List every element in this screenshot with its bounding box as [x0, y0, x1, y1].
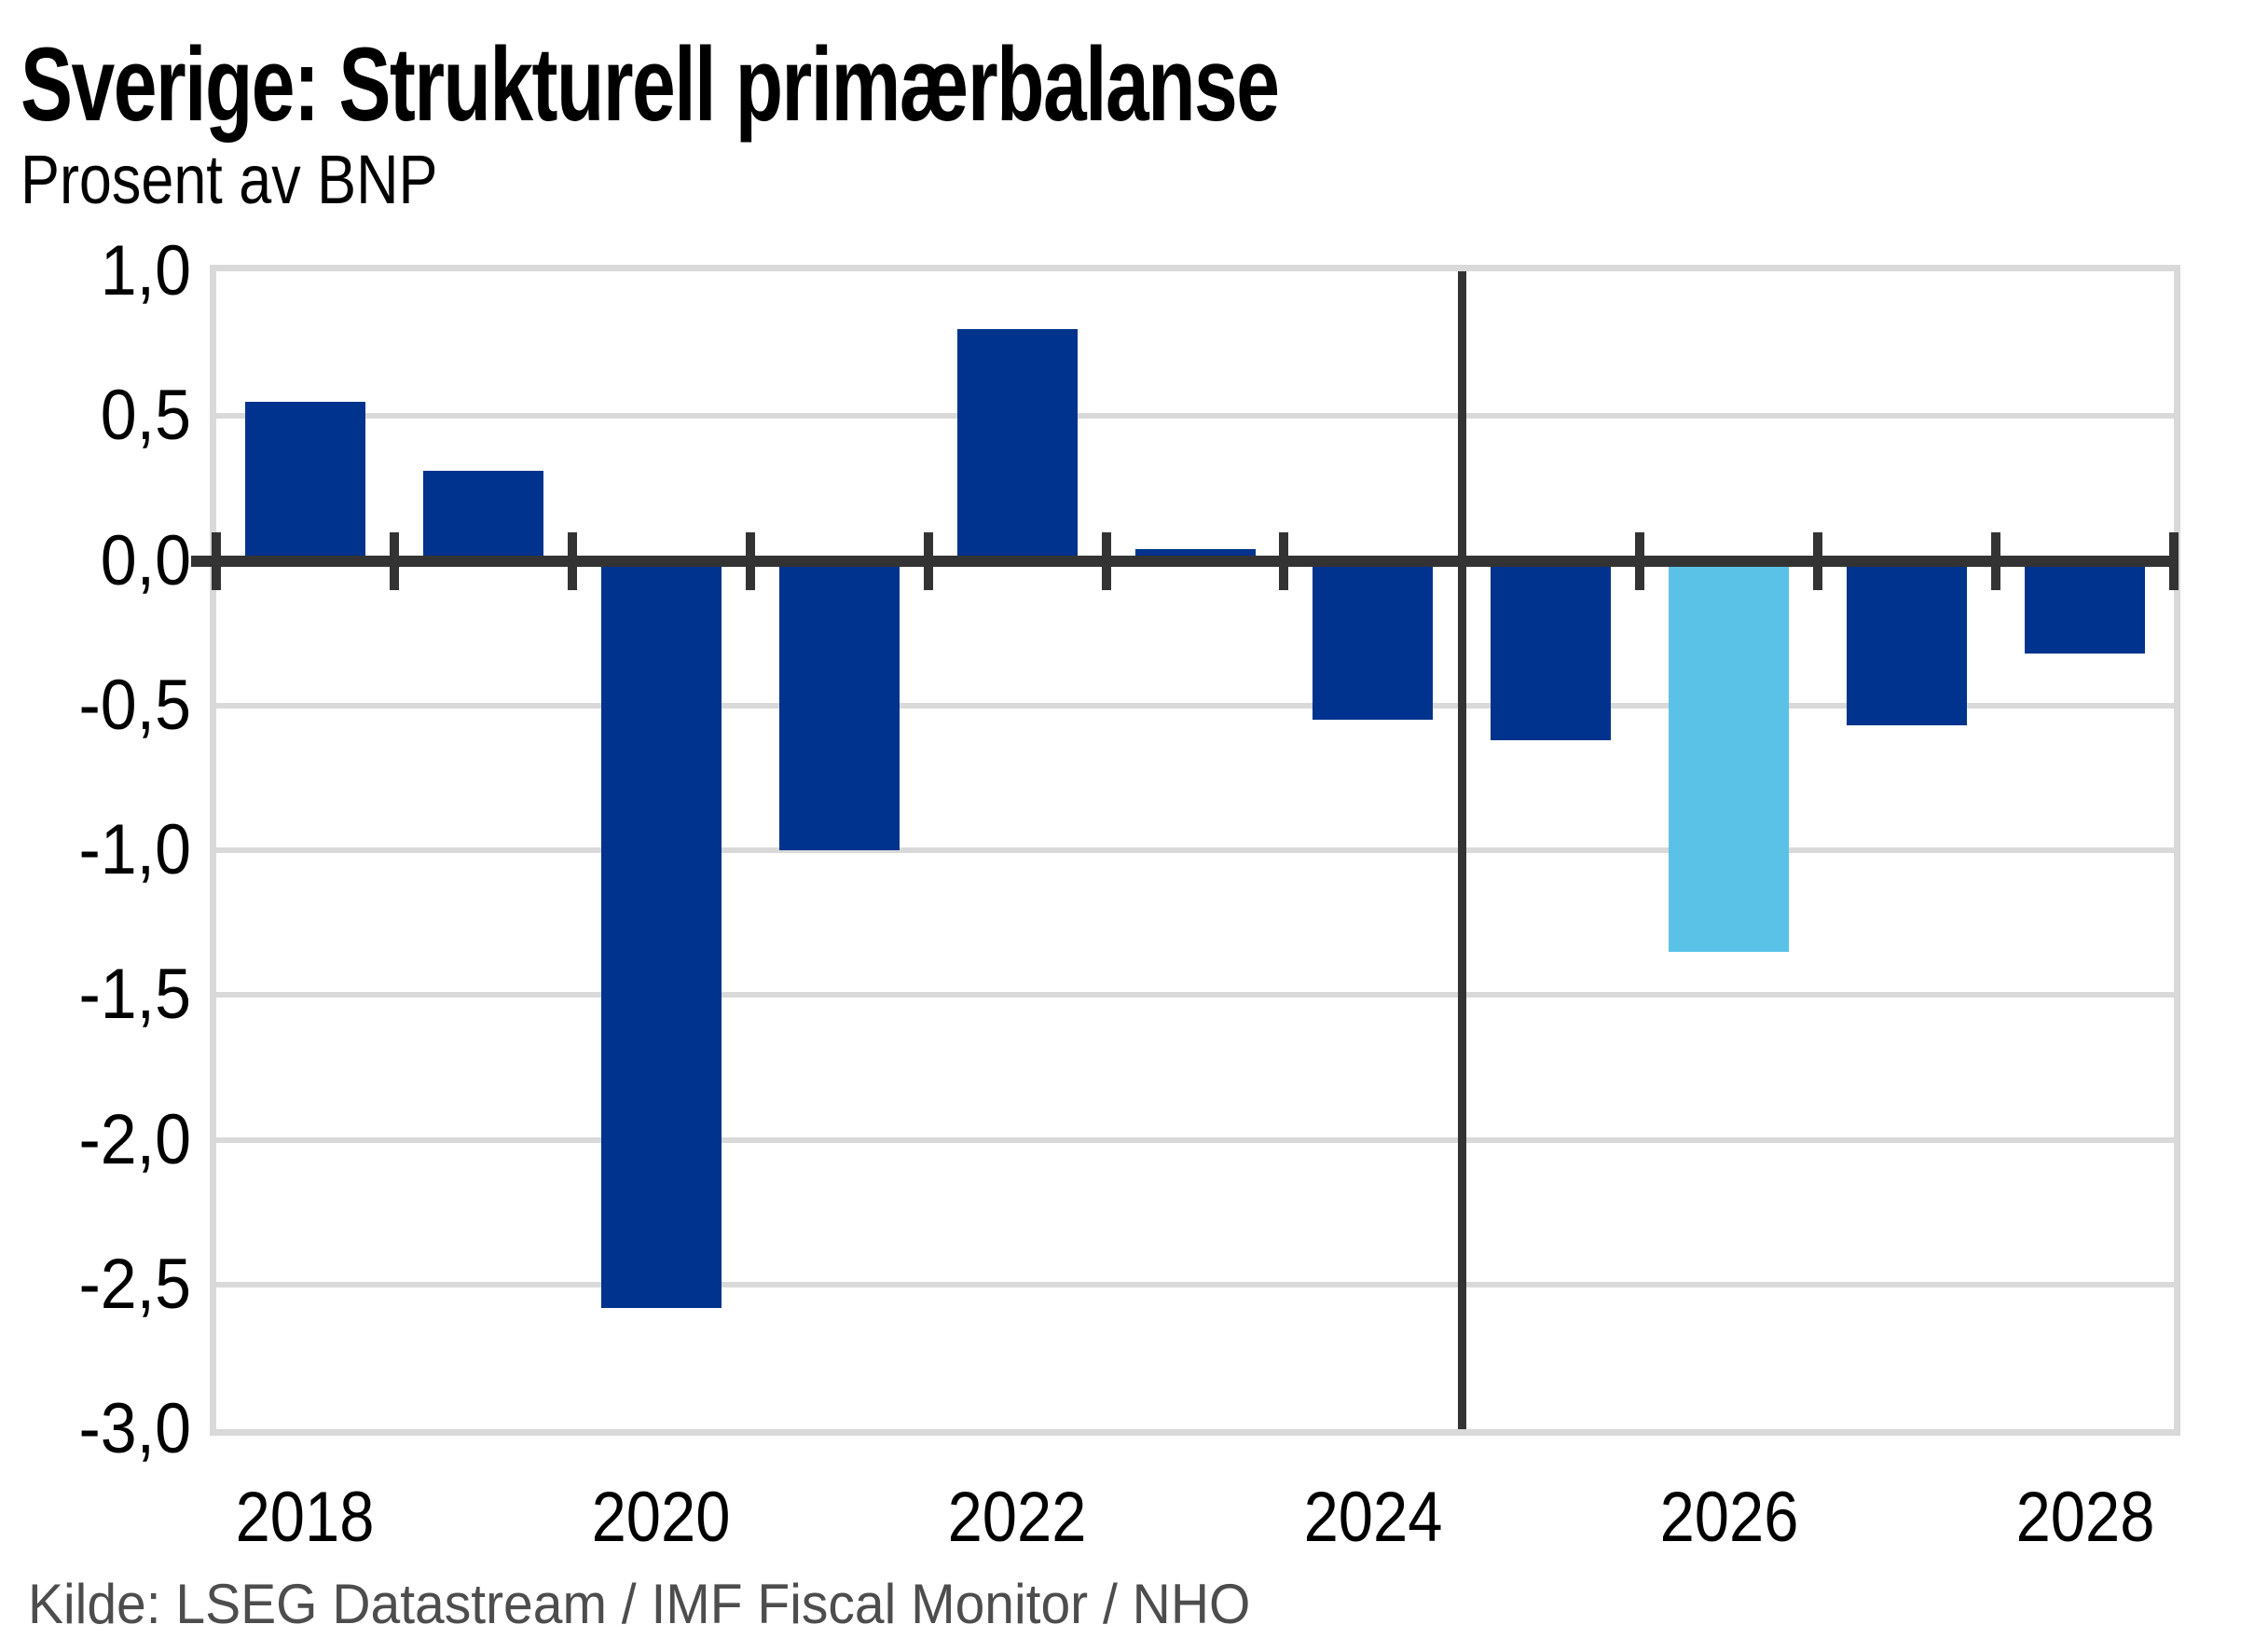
gridline	[216, 413, 2174, 420]
bar-2026	[1669, 560, 1790, 952]
y-axis-label: -1,5	[78, 955, 191, 1035]
x-axis-label: 2024	[1303, 1478, 1443, 1557]
y-axis-label: 0,5	[100, 376, 191, 456]
y-axis-label: 1,0	[100, 231, 191, 310]
y-axis-label: -3,0	[78, 1389, 191, 1468]
x-axis-tick	[2169, 531, 2179, 590]
chart-title: Sverige: Strukturell primærbalanse	[21, 26, 1280, 143]
y-axis-label: -0,5	[78, 665, 191, 745]
zero-axis-line	[191, 555, 2174, 567]
bar-2021	[778, 560, 900, 850]
x-axis-tick	[745, 531, 755, 590]
x-axis-label: 2018	[236, 1478, 375, 1557]
y-axis-label: -2,5	[78, 1244, 191, 1324]
x-axis-tick	[1635, 531, 1645, 590]
chart-subtitle: Prosent av BNP	[21, 141, 438, 218]
gridline	[216, 992, 2174, 998]
bar-2027	[1847, 560, 1968, 726]
gridline	[216, 1281, 2174, 1287]
x-axis-tick	[567, 531, 577, 590]
x-axis-tick	[1813, 531, 1823, 590]
bar-2018	[244, 401, 365, 561]
gridline	[216, 1136, 2174, 1143]
x-axis-tick	[1991, 531, 2001, 590]
plot-area	[191, 265, 2180, 1436]
bar-2019	[422, 471, 543, 561]
x-axis-label: 2026	[1659, 1478, 1799, 1557]
forecast-divider-line	[1457, 271, 1466, 1429]
x-axis-label: 2022	[947, 1478, 1087, 1557]
x-axis-tick	[389, 531, 399, 590]
x-axis-tick	[1101, 531, 1111, 590]
x-axis-tick	[923, 531, 933, 590]
gridline	[216, 847, 2174, 853]
y-axis-label: -1,0	[78, 810, 191, 889]
x-axis-label: 2028	[2015, 1478, 2154, 1557]
bar-2028	[2025, 560, 2146, 654]
y-axis-label: -2,0	[78, 1099, 191, 1179]
gridline	[216, 702, 2174, 709]
bar-2022	[956, 329, 1078, 561]
source-note: Kilde: LSEG Datastream / IMF Fiscal Moni…	[28, 1573, 1251, 1635]
bar-2024	[1313, 560, 1434, 721]
bar-2020	[600, 560, 722, 1308]
x-axis-label: 2020	[591, 1478, 731, 1557]
x-axis-tick	[1279, 531, 1289, 590]
y-axis-label: 0,0	[100, 520, 191, 600]
x-axis-tick	[212, 531, 221, 590]
bar-2025	[1491, 560, 1612, 740]
